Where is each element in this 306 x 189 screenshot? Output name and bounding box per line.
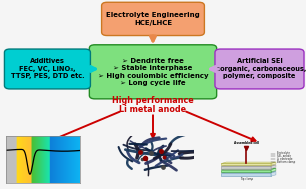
Text: Additives
FEC, VC, LiNO₃,
TTSP, PES, DTD etc.: Additives FEC, VC, LiNO₃, TTSP, PES, DTD…	[11, 58, 84, 80]
FancyBboxPatch shape	[5, 49, 91, 89]
FancyBboxPatch shape	[215, 49, 304, 89]
Text: ➢ Dendrite free
➢ Stable interphase
➢ High coulombic efficiency
➢ Long cycle lif: ➢ Dendrite free ➢ Stable interphase ➢ Hi…	[98, 58, 208, 86]
Text: Electrolyte Engineering
HCE/LHCE: Electrolyte Engineering HCE/LHCE	[106, 12, 200, 26]
Text: Li metal anode: Li metal anode	[119, 105, 187, 114]
FancyBboxPatch shape	[89, 45, 217, 99]
Text: High performance: High performance	[112, 96, 194, 105]
Text: Artificial SEI
Inorganic, carbonaceous,
polymer, composite: Artificial SEI Inorganic, carbonaceous, …	[213, 58, 306, 80]
FancyBboxPatch shape	[102, 2, 204, 36]
